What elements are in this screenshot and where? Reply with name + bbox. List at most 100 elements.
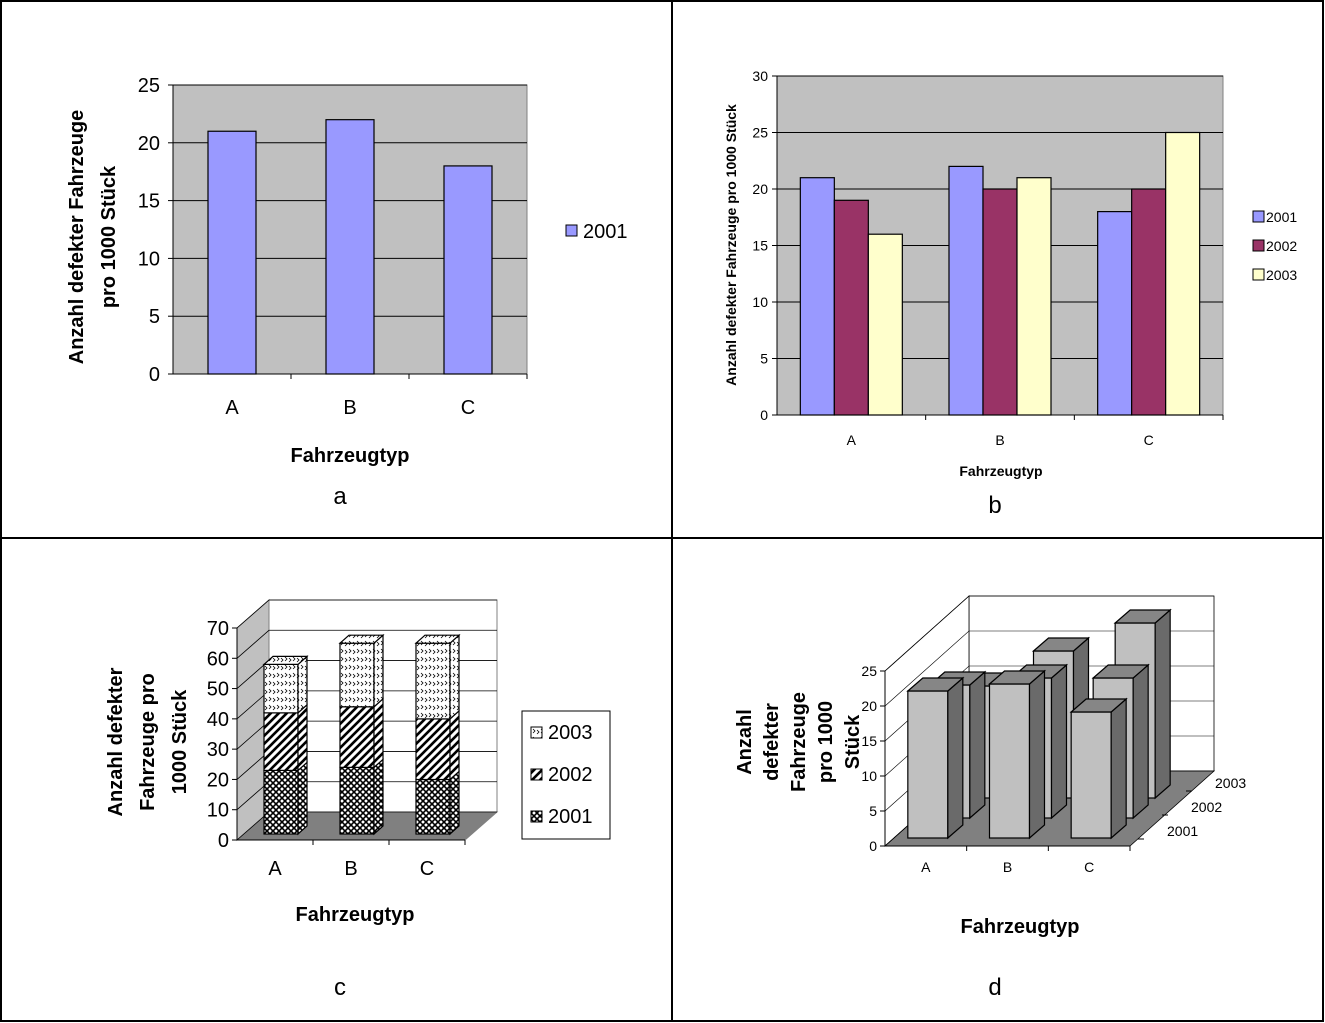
y-tick-label: 20 [207, 769, 229, 791]
bar [1131, 188, 1167, 416]
depth-tick-label: 2001 [1167, 823, 1198, 839]
bar-side [969, 670, 986, 820]
x-tick-label: A [921, 859, 931, 875]
x-tick-label: C [1084, 859, 1094, 875]
y-axis-title: Anzahl defekter Fahrzeuge [66, 110, 88, 365]
bar-side [1028, 669, 1046, 840]
x-axis-title: Fahrzeugtyp [961, 916, 1080, 938]
x-tick-label: C [420, 858, 434, 880]
bar-top [987, 670, 1047, 685]
panel-caption: a [333, 483, 347, 510]
y-tick-label: 10 [861, 768, 877, 784]
y-tick-label: 25 [861, 663, 877, 679]
y-tick-label: 0 [218, 830, 229, 852]
x-tick-label: B [344, 858, 357, 880]
bar-top [338, 634, 385, 644]
y-tick-label: 15 [138, 191, 160, 213]
y-tick-label: 40 [207, 709, 229, 731]
legend-label: 2001 [548, 806, 593, 828]
y-axis-title: Fahrzeuge pro [137, 673, 159, 811]
gridline [236, 599, 497, 629]
x-tick-label: A [847, 432, 857, 448]
gridline [236, 629, 497, 659]
legend-swatch [565, 224, 578, 237]
y-axis-title: defekter [761, 703, 783, 781]
y-tick-label: 10 [207, 800, 229, 822]
x-axis-title: Fahrzeugtyp [291, 445, 410, 467]
bar-segment [263, 712, 299, 771]
bar-top [414, 634, 461, 644]
bar-top [262, 655, 309, 666]
gridline [884, 595, 1214, 672]
y-tick-label: 20 [752, 181, 768, 197]
panel-caption: d [988, 974, 1001, 1001]
y-axis-title: 1000 Stück [169, 689, 191, 794]
y-tick-label: 5 [869, 803, 877, 819]
legend-swatch [530, 768, 543, 781]
bar-segment [415, 778, 451, 835]
bar-top [1069, 698, 1128, 713]
y-tick-label: 5 [760, 351, 768, 367]
y-axis-title: Anzahl [734, 709, 756, 775]
bar [907, 690, 949, 839]
bar [443, 165, 493, 375]
bar-side [1132, 663, 1149, 820]
x-axis-title: Fahrzeugtyp [959, 463, 1042, 479]
y-tick-label: 15 [861, 733, 877, 749]
legend-swatch [1252, 268, 1265, 281]
y-tick-label: 30 [207, 739, 229, 761]
bar-top [1113, 609, 1172, 624]
x-tick-label: B [343, 397, 356, 419]
panel-caption: c [334, 974, 346, 1001]
bar-side [1154, 608, 1171, 800]
x-tick-label: B [1003, 859, 1012, 875]
bar-side [1050, 663, 1068, 820]
y-tick-label: 25 [138, 75, 160, 97]
y-tick-label: 10 [138, 248, 160, 270]
y-tick-label: 0 [149, 364, 160, 386]
bar [988, 683, 1031, 839]
legend-label: 2003 [1266, 267, 1297, 283]
bar-segment [263, 769, 299, 835]
bar [799, 177, 835, 416]
x-tick-label: B [995, 432, 1004, 448]
legend-swatch [530, 726, 543, 739]
y-tick-label: 0 [760, 407, 768, 423]
x-axis-title: Fahrzeugtyp [296, 904, 415, 926]
y-axis-title: pro 1000 Stück [98, 165, 120, 308]
bar [867, 233, 903, 416]
depth-tick-label: 2003 [1215, 775, 1246, 791]
y-tick-label: 0 [869, 838, 877, 854]
legend-label: 2002 [1266, 238, 1297, 254]
bar-top [1091, 664, 1150, 679]
y-tick-label: 60 [207, 648, 229, 670]
y-tick-label: 15 [752, 238, 768, 254]
bar [833, 199, 869, 416]
bar-top [1031, 637, 1091, 652]
y-tick-label: 25 [752, 125, 768, 141]
y-axis-title: pro 1000 [815, 701, 837, 783]
legend-swatch [1252, 239, 1265, 252]
y-tick-label: 50 [207, 679, 229, 701]
bar-side [947, 676, 964, 840]
bar-side [1110, 697, 1127, 840]
x-tick-label: A [268, 858, 282, 880]
y-tick-label: 10 [752, 294, 768, 310]
legend-label: 2001 [1266, 209, 1297, 225]
bar [1016, 177, 1052, 416]
y-axis-title: Anzahl defekter [105, 667, 127, 816]
bar-top [906, 677, 965, 692]
y-tick-label: 30 [752, 68, 768, 84]
bar [1165, 131, 1201, 416]
bar [1070, 711, 1112, 839]
legend-label: 2002 [548, 764, 593, 786]
y-tick-label: 5 [149, 306, 160, 328]
x-tick-label: A [225, 397, 239, 419]
y-axis-title: Anzahl defekter Fahrzeuge pro 1000 Stück [723, 104, 739, 386]
bar-segment [263, 663, 299, 714]
y-tick-label: 20 [138, 133, 160, 155]
